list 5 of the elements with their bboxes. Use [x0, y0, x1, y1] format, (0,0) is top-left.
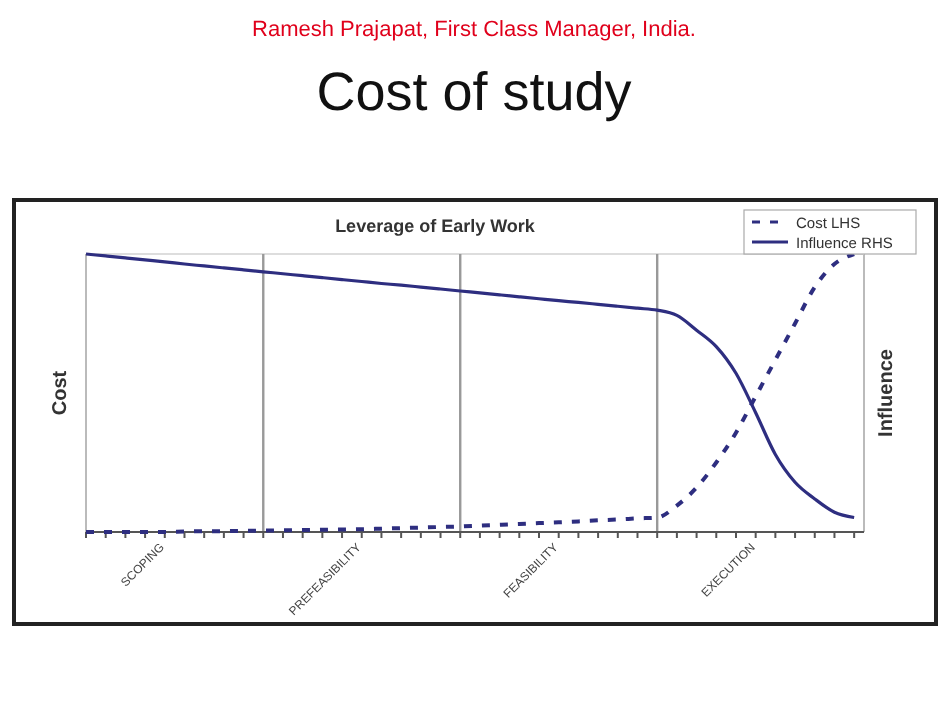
y-axis-title: Cost: [50, 369, 72, 416]
chart-subtitle: Leverage of Early Work: [335, 216, 537, 236]
text: Ramesh Prajapat, First Class Manager, India.: [252, 18, 696, 42]
y2-axis-title: Influence: [876, 348, 898, 437]
chart-title: Cost of study: [316, 62, 633, 122]
